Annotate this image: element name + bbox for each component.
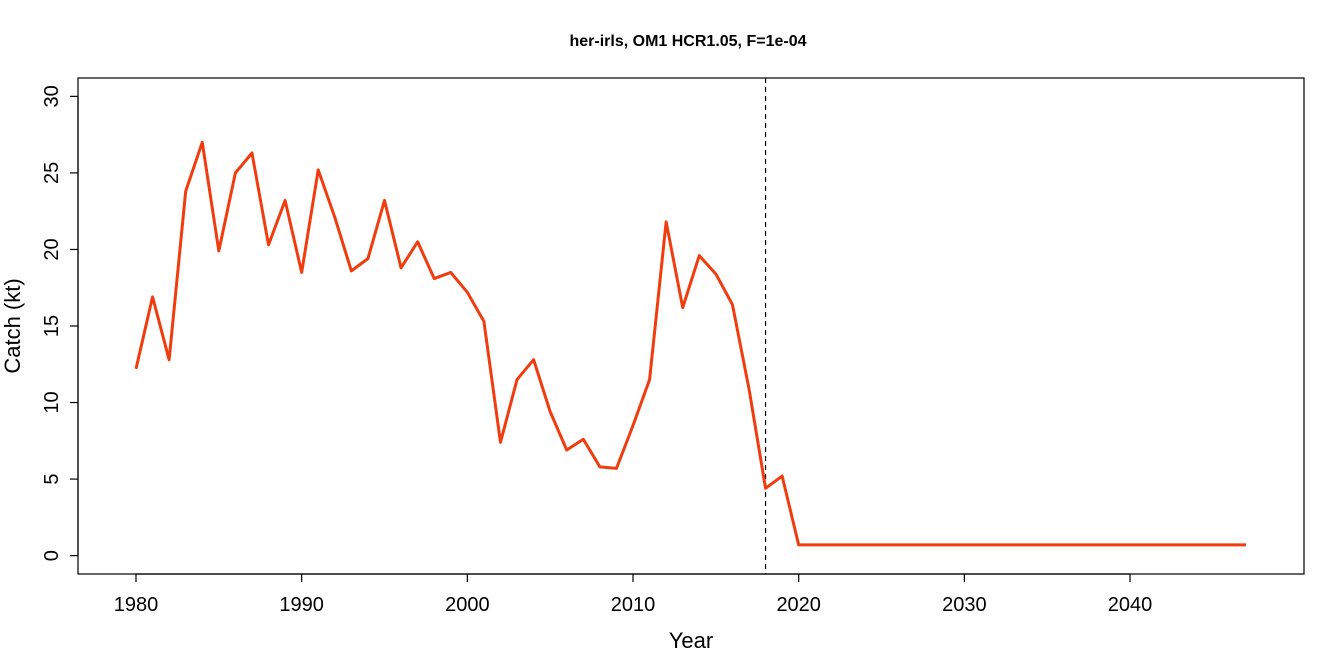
y-tick-label: 25 (41, 162, 63, 184)
plot-frame (78, 78, 1304, 574)
x-tick-label: 2020 (776, 594, 821, 616)
y-tick-label: 10 (41, 391, 63, 413)
y-tick-label: 15 (41, 315, 63, 337)
y-axis: 0 5 10 15 20 25 30 (41, 85, 78, 561)
y-tick-label: 0 (41, 550, 63, 561)
x-tick-label: 2000 (445, 594, 490, 616)
y-tick-label: 30 (41, 85, 63, 107)
catch-series-line (136, 142, 1246, 545)
x-tick-label: 1990 (279, 594, 324, 616)
y-axis-label: Catch (kt) (0, 278, 25, 373)
x-axis: 1980 1990 2000 2010 2020 2030 2040 (114, 574, 1153, 616)
chart-title: her-irls, OM1 HCR1.05, F=1e-04 (570, 33, 807, 50)
y-tick-label: 5 (41, 474, 63, 485)
x-tick-label: 2010 (611, 594, 656, 616)
x-tick-label: 1980 (114, 594, 159, 616)
x-tick-label: 2040 (1108, 594, 1153, 616)
x-tick-label: 2030 (942, 594, 987, 616)
x-axis-label: Year (669, 628, 713, 653)
y-tick-label: 20 (41, 238, 63, 260)
